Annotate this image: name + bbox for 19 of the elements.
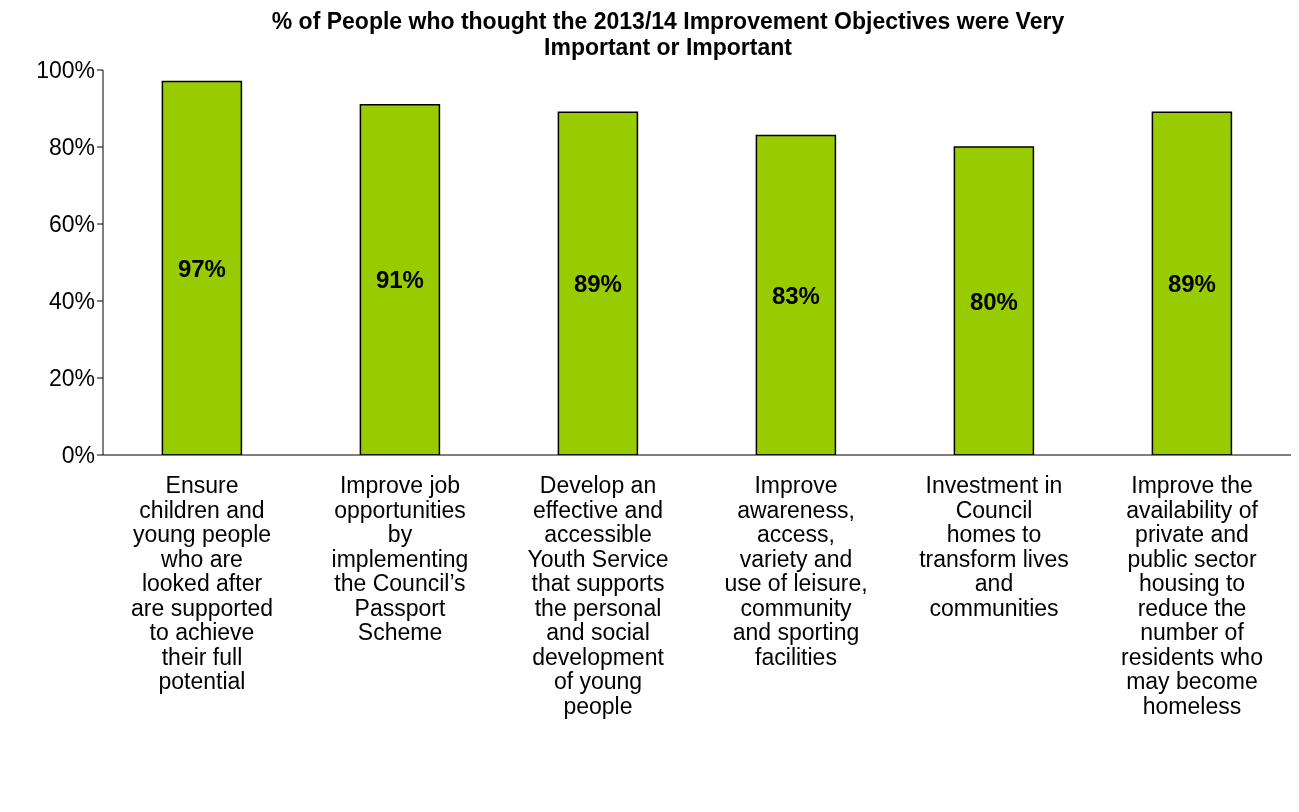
data-label: 83% — [771, 281, 820, 309]
category-label: Improve the availability of private and public sector housing to reduce the number of residents who may become homeless — [1121, 472, 1263, 719]
y-tick-label: 80% — [48, 134, 95, 161]
category-label: Ensure children and young people who are looked after are supported to achieve their full potential — [131, 472, 273, 694]
y-tick-label: 100% — [36, 57, 95, 84]
category-label: Develop an effective and accessible Youth Service that supports the personal and social development of young people — [527, 472, 669, 719]
data-label: 97% — [177, 254, 226, 282]
data-label: 80% — [969, 287, 1018, 315]
x-tick-label: Improve awareness, access, variety and use of leisure, community and sporting facilities — [724, 472, 868, 670]
y-tick-label: 0% — [61, 442, 95, 469]
data-label: 91% — [375, 266, 424, 294]
data-label: 89% — [573, 270, 622, 298]
chart-title: % of People who thought the 2013/14 Improvement Objectives were Very Important or Important — [270, 8, 1066, 60]
y-tick-label: 20% — [48, 365, 95, 392]
x-tick-label: Improve job opportunities by implementing the Council’s Passport Scheme — [331, 472, 469, 645]
x-tick-label: Investment in Council homes to transform lives and communities — [919, 472, 1069, 621]
data-label: 89% — [1167, 270, 1216, 298]
y-tick-label: 60% — [48, 211, 95, 238]
y-tick-label: 40% — [48, 288, 95, 315]
